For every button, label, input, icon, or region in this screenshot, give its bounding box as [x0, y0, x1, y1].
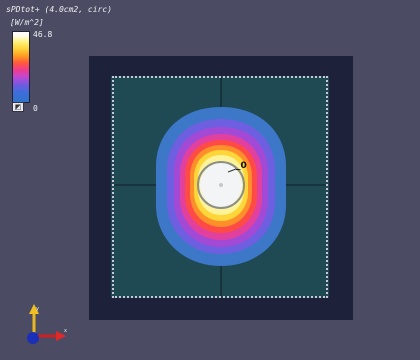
svg-text:y: y: [36, 306, 39, 312]
marker-leader: [227, 168, 237, 173]
quantity-title: sPDtot+ (4.0cm2, circ): [6, 5, 112, 14]
quantity-unit: [W/m^2]: [10, 18, 44, 27]
evaluation-area-frame: [112, 76, 328, 298]
peak-marker-label: _0: [236, 161, 247, 171]
svg-text:x: x: [64, 328, 67, 334]
color-legend-min: 0: [33, 104, 38, 113]
xyz-axes-icon[interactable]: y x: [20, 302, 80, 352]
averaging-circle: [197, 161, 245, 209]
peak-marker: [219, 183, 223, 187]
colorbar-toggle-icon[interactable]: ◩: [12, 102, 24, 112]
color-legend-max: 46.8: [33, 30, 53, 39]
